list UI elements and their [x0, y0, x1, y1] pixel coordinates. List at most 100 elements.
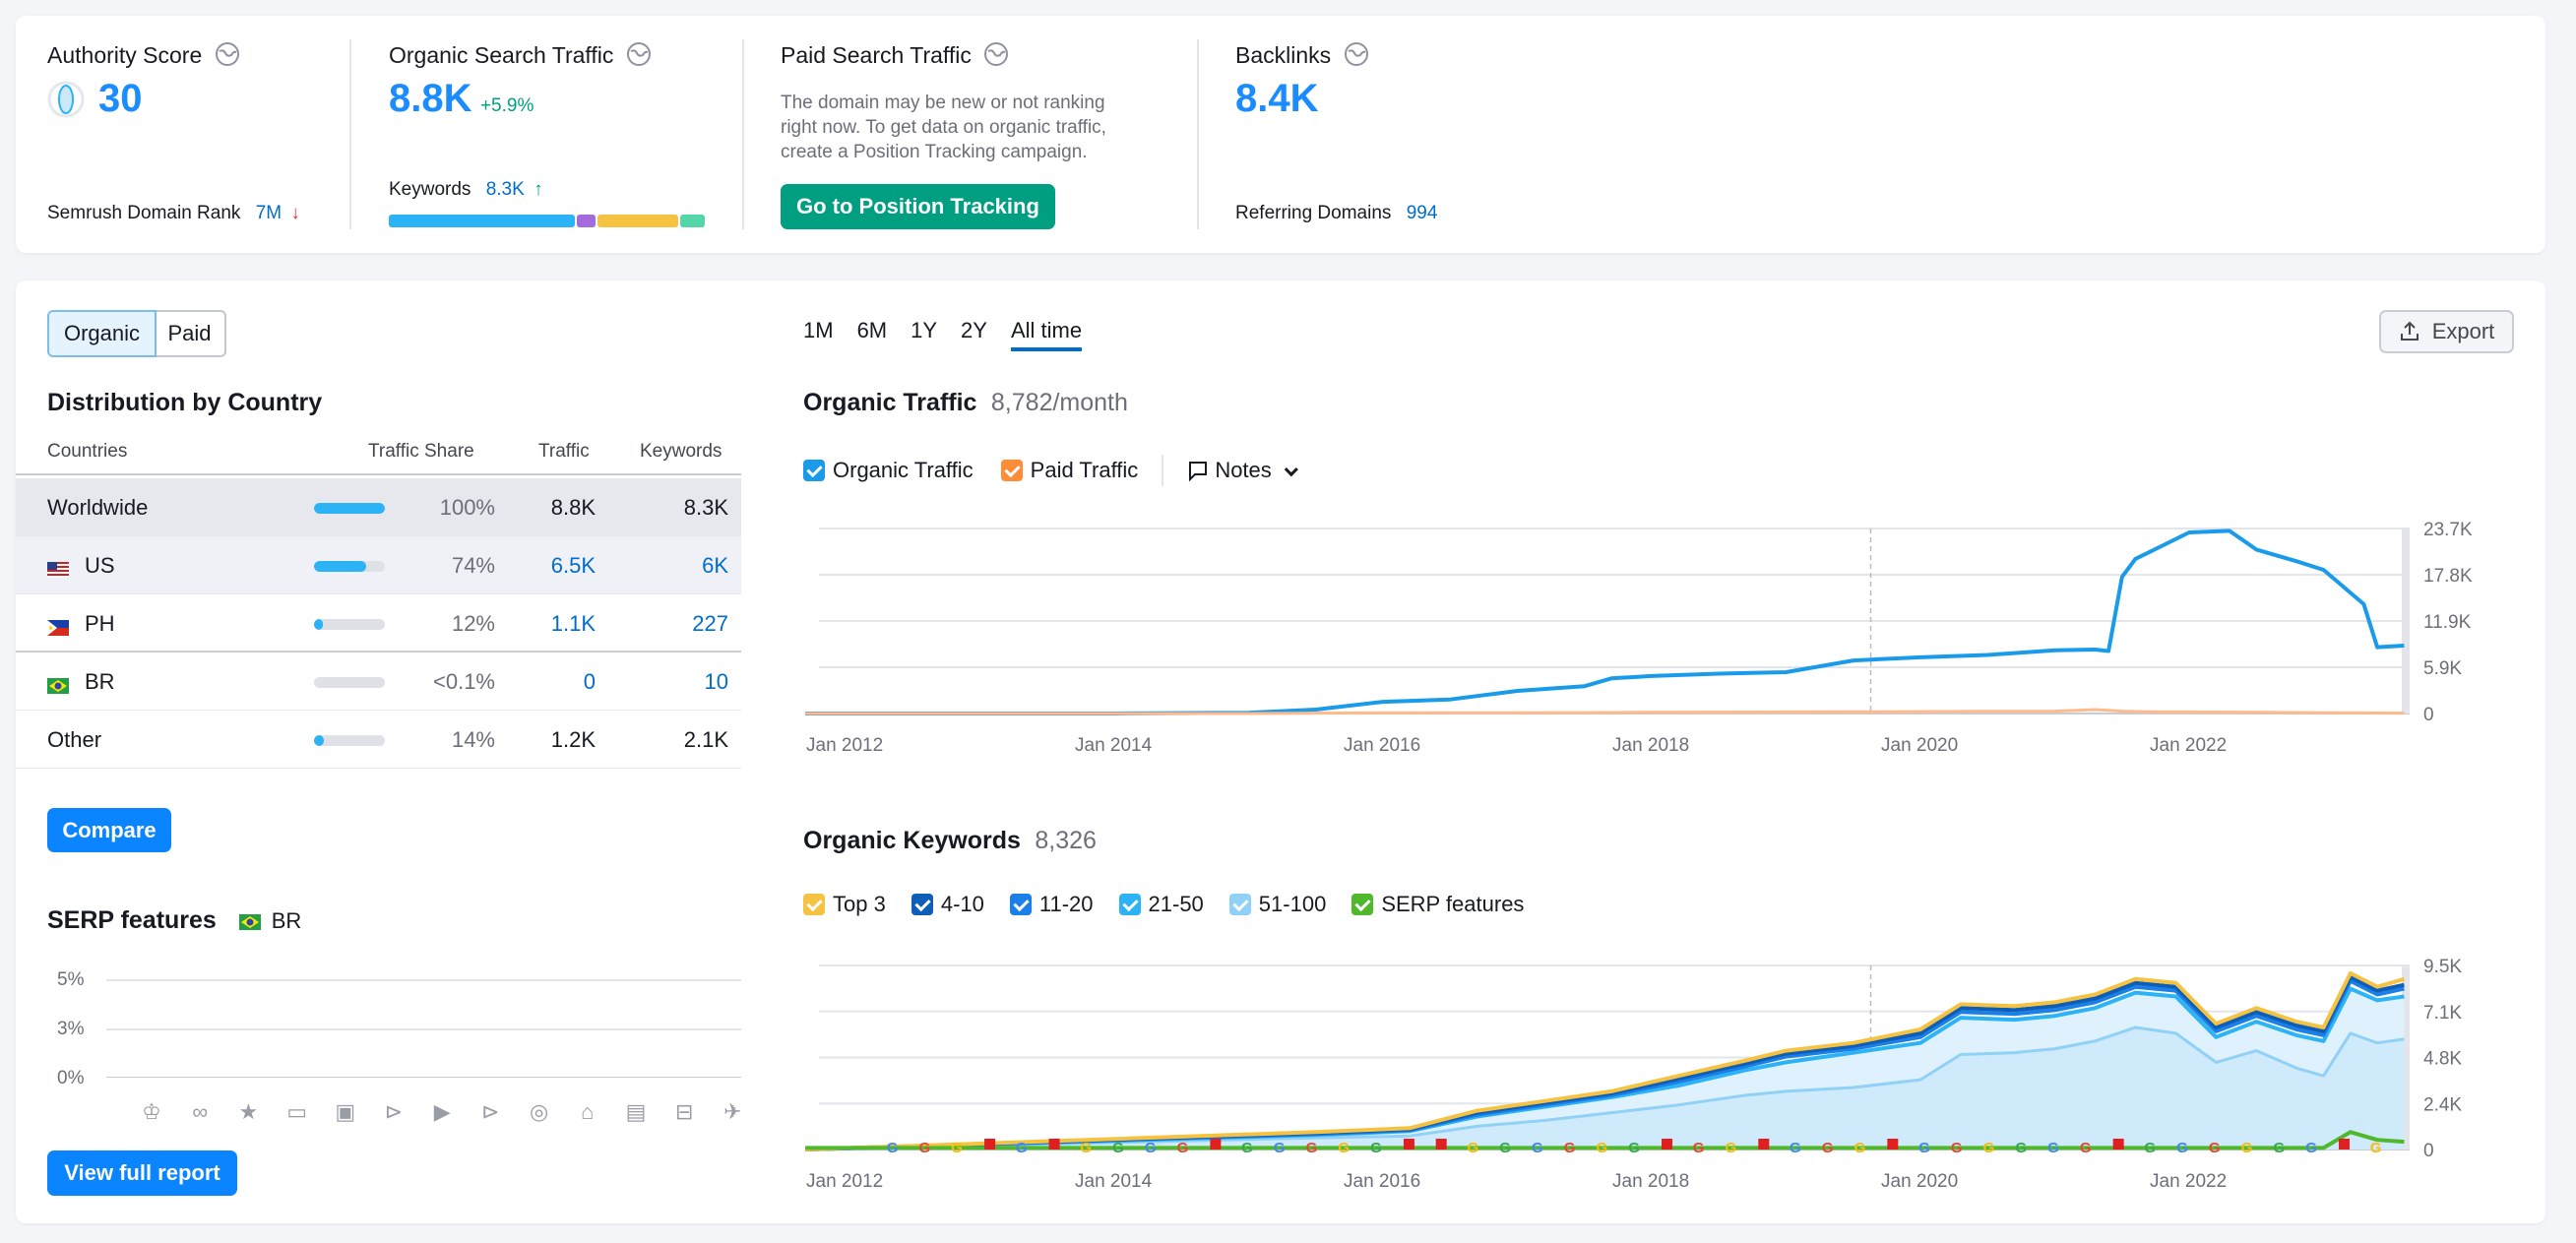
- checkbox-icon[interactable]: [803, 460, 825, 481]
- google-update-icon[interactable]: G: [1306, 1140, 1318, 1156]
- series-line-serp-features[interactable]: [805, 1130, 2405, 1150]
- traffic-value[interactable]: 1.1K: [550, 611, 596, 636]
- export-button[interactable]: Export: [2379, 310, 2514, 353]
- google-update-icon[interactable]: G: [1822, 1140, 1834, 1156]
- table-row[interactable]: Other 14% 1.2K 2.1K: [16, 711, 741, 769]
- google-update-icon[interactable]: G: [1693, 1140, 1705, 1156]
- organic-traffic-line[interactable]: [805, 528, 2405, 715]
- keyword-bar-segment[interactable]: [577, 215, 596, 227]
- google-update-icon[interactable]: G: [1790, 1140, 1801, 1156]
- organic-traffic-chart[interactable]: 0 5.9K 11.9K 17.8K 23.7K Jan 2012 Jan 2014 Jan …: [764, 507, 2536, 763]
- google-update-icon[interactable]: G: [1628, 1140, 1640, 1156]
- document-icon[interactable]: ▤: [625, 1099, 647, 1124]
- annotation-flag-icon[interactable]: [1887, 1139, 1899, 1150]
- range-button-all-time[interactable]: All time: [1010, 318, 1083, 351]
- annotation-flag-icon[interactable]: [2112, 1139, 2124, 1150]
- google-update-icon[interactable]: G: [1983, 1140, 1995, 1156]
- series-line-top-3[interactable]: [805, 970, 2405, 1151]
- google-update-icon[interactable]: G: [1499, 1140, 1511, 1156]
- legend-organic-traffic[interactable]: Organic Traffic: [803, 458, 974, 483]
- keywords-value[interactable]: 6K: [702, 553, 728, 578]
- google-update-icon[interactable]: G: [1145, 1140, 1157, 1156]
- google-update-icon[interactable]: G: [887, 1140, 899, 1156]
- link-icon[interactable]: ∞: [192, 1099, 209, 1124]
- traffic-value[interactable]: 0: [583, 669, 596, 694]
- annotation-flag-icon[interactable]: [1048, 1139, 1060, 1150]
- google-update-icon[interactable]: G: [2370, 1140, 2382, 1156]
- globe-icon[interactable]: [215, 41, 240, 67]
- google-update-icon[interactable]: G: [2241, 1140, 2253, 1156]
- table-row[interactable]: BR <0.1% 0 10: [16, 653, 741, 711]
- referring-domains-value[interactable]: 994: [1406, 203, 1438, 223]
- google-update-icon[interactable]: G: [2209, 1140, 2221, 1156]
- google-update-icon[interactable]: G: [1918, 1140, 1930, 1156]
- annotation-flag-icon[interactable]: [1210, 1139, 1222, 1150]
- keyword-bar-segment[interactable]: [679, 215, 706, 227]
- globe-icon[interactable]: [983, 41, 1009, 67]
- google-update-icon[interactable]: G: [2080, 1140, 2092, 1156]
- keywords-distribution-bar[interactable]: [389, 215, 706, 227]
- legend-item-4-10[interactable]: 4-10: [911, 892, 984, 917]
- google-update-icon[interactable]: G: [2176, 1140, 2188, 1156]
- range-button-1y[interactable]: 1Y: [911, 318, 938, 342]
- video-icon[interactable]: ▶: [433, 1099, 451, 1124]
- google-update-icon[interactable]: G: [1370, 1140, 1382, 1156]
- keyword-bar-segment[interactable]: [597, 215, 678, 227]
- keyword-bar-segment[interactable]: [389, 215, 575, 227]
- organic-toggle-button[interactable]: Organic: [47, 310, 157, 357]
- paid-toggle-button[interactable]: Paid: [155, 310, 226, 357]
- google-update-icon[interactable]: G: [951, 1140, 963, 1156]
- legend-item-serp-features[interactable]: SERP features: [1351, 892, 1524, 917]
- go-to-position-tracking-button[interactable]: Go to Position Tracking: [781, 184, 1055, 229]
- checkbox-icon[interactable]: [1118, 894, 1141, 915]
- google-update-icon[interactable]: G: [1596, 1140, 1607, 1156]
- google-update-icon[interactable]: G: [2144, 1140, 2156, 1156]
- series-line-51-100[interactable]: [805, 1025, 2405, 1151]
- keywords-value[interactable]: 8.3K: [485, 179, 525, 200]
- range-button-6m[interactable]: 6M: [856, 318, 888, 342]
- google-update-icon[interactable]: G: [919, 1140, 931, 1156]
- google-update-icon[interactable]: G: [1080, 1140, 1092, 1156]
- traffic-value[interactable]: 6.5K: [550, 553, 596, 578]
- checkbox-icon[interactable]: [803, 894, 825, 915]
- google-update-icon[interactable]: G: [1532, 1140, 1543, 1156]
- legend-item-11-20[interactable]: 11-20: [1009, 892, 1094, 917]
- globe-icon[interactable]: [1344, 41, 1369, 67]
- google-update-icon[interactable]: G: [1726, 1140, 1737, 1156]
- globe-icon[interactable]: [626, 41, 652, 67]
- google-update-icon[interactable]: G: [2273, 1140, 2285, 1156]
- google-update-icon[interactable]: G: [1564, 1140, 1576, 1156]
- annotation-flag-icon[interactable]: [1403, 1139, 1414, 1150]
- legend-item-21-50[interactable]: 21-50: [1118, 892, 1204, 917]
- annotation-flag-icon[interactable]: [2338, 1139, 2350, 1150]
- range-button-1m[interactable]: 1M: [803, 318, 834, 342]
- checkbox-icon[interactable]: [1228, 894, 1251, 915]
- organic-search-value[interactable]: 8.8K: [389, 77, 472, 120]
- google-update-icon[interactable]: G: [2305, 1140, 2317, 1156]
- google-update-icon[interactable]: G: [1016, 1140, 1028, 1156]
- paid-traffic-line[interactable]: [805, 708, 2405, 715]
- google-update-icon[interactable]: G: [1467, 1140, 1478, 1156]
- play-circle-icon[interactable]: ⊳: [384, 1099, 404, 1124]
- checkbox-icon[interactable]: [1000, 460, 1023, 481]
- legend-item-51-100[interactable]: 51-100: [1228, 892, 1326, 917]
- semrush-rank-value[interactable]: 7M: [255, 203, 283, 223]
- view-full-report-button[interactable]: View full report: [47, 1150, 237, 1196]
- backlinks-value[interactable]: 8.4K: [1235, 77, 1319, 120]
- google-update-icon[interactable]: G: [1177, 1140, 1189, 1156]
- google-update-icon[interactable]: G: [1854, 1140, 1866, 1156]
- image-icon[interactable]: ▭: [286, 1099, 307, 1124]
- crown-icon[interactable]: ♔: [142, 1099, 161, 1124]
- gallery-icon[interactable]: ▣: [335, 1099, 356, 1124]
- organic-keywords-chart[interactable]: 0 2.4K 4.8K 7.1K 9.5K Jan 2012 Jan 2014 Jan 201…: [764, 944, 2536, 1210]
- google-update-icon[interactable]: G: [1274, 1140, 1286, 1156]
- notes-dropdown[interactable]: Notes: [1187, 458, 1298, 483]
- range-button-2y[interactable]: 2Y: [961, 318, 987, 342]
- annotation-flag-icon[interactable]: [1662, 1139, 1673, 1150]
- play-icon[interactable]: ⊳: [481, 1099, 500, 1124]
- google-update-icon[interactable]: G: [1112, 1140, 1124, 1156]
- annotation-flag-icon[interactable]: [1758, 1139, 1770, 1150]
- legend-item-top-3[interactable]: Top 3: [803, 892, 886, 917]
- graduation-cap-icon[interactable]: ⌂: [581, 1099, 595, 1124]
- twitter-icon[interactable]: ✈: [723, 1099, 742, 1124]
